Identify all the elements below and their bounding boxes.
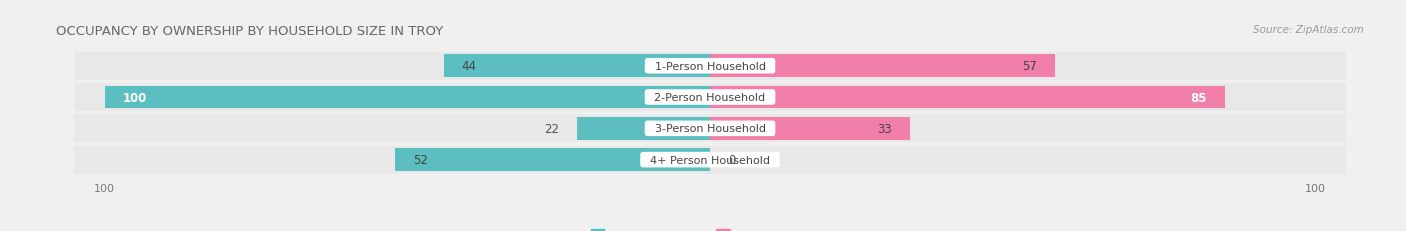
- Bar: [75, 52, 1346, 80]
- Text: 52: 52: [413, 153, 429, 166]
- Text: 0: 0: [728, 153, 735, 166]
- Bar: [576, 118, 710, 140]
- Bar: [104, 86, 710, 109]
- Bar: [710, 86, 1225, 109]
- Text: Source: ZipAtlas.com: Source: ZipAtlas.com: [1253, 25, 1364, 35]
- Text: 1-Person Household: 1-Person Household: [648, 61, 772, 71]
- Legend: Owner-occupied, Renter-occupied: Owner-occupied, Renter-occupied: [586, 225, 834, 231]
- Bar: [710, 55, 1054, 78]
- Text: OCCUPANCY BY OWNERSHIP BY HOUSEHOLD SIZE IN TROY: OCCUPANCY BY OWNERSHIP BY HOUSEHOLD SIZE…: [56, 25, 443, 38]
- Text: 85: 85: [1189, 91, 1206, 104]
- Text: 57: 57: [1022, 60, 1038, 73]
- Bar: [710, 118, 910, 140]
- Text: 22: 22: [544, 122, 558, 135]
- Bar: [75, 115, 1346, 143]
- Text: 2-Person Household: 2-Person Household: [648, 93, 772, 103]
- Bar: [75, 84, 1346, 112]
- Text: 44: 44: [461, 60, 477, 73]
- Bar: [395, 149, 710, 171]
- Bar: [444, 55, 710, 78]
- Bar: [75, 146, 1346, 174]
- Text: 4+ Person Household: 4+ Person Household: [643, 155, 778, 165]
- Text: 3-Person Household: 3-Person Household: [648, 124, 772, 134]
- Text: 100: 100: [122, 91, 148, 104]
- Text: 33: 33: [877, 122, 891, 135]
